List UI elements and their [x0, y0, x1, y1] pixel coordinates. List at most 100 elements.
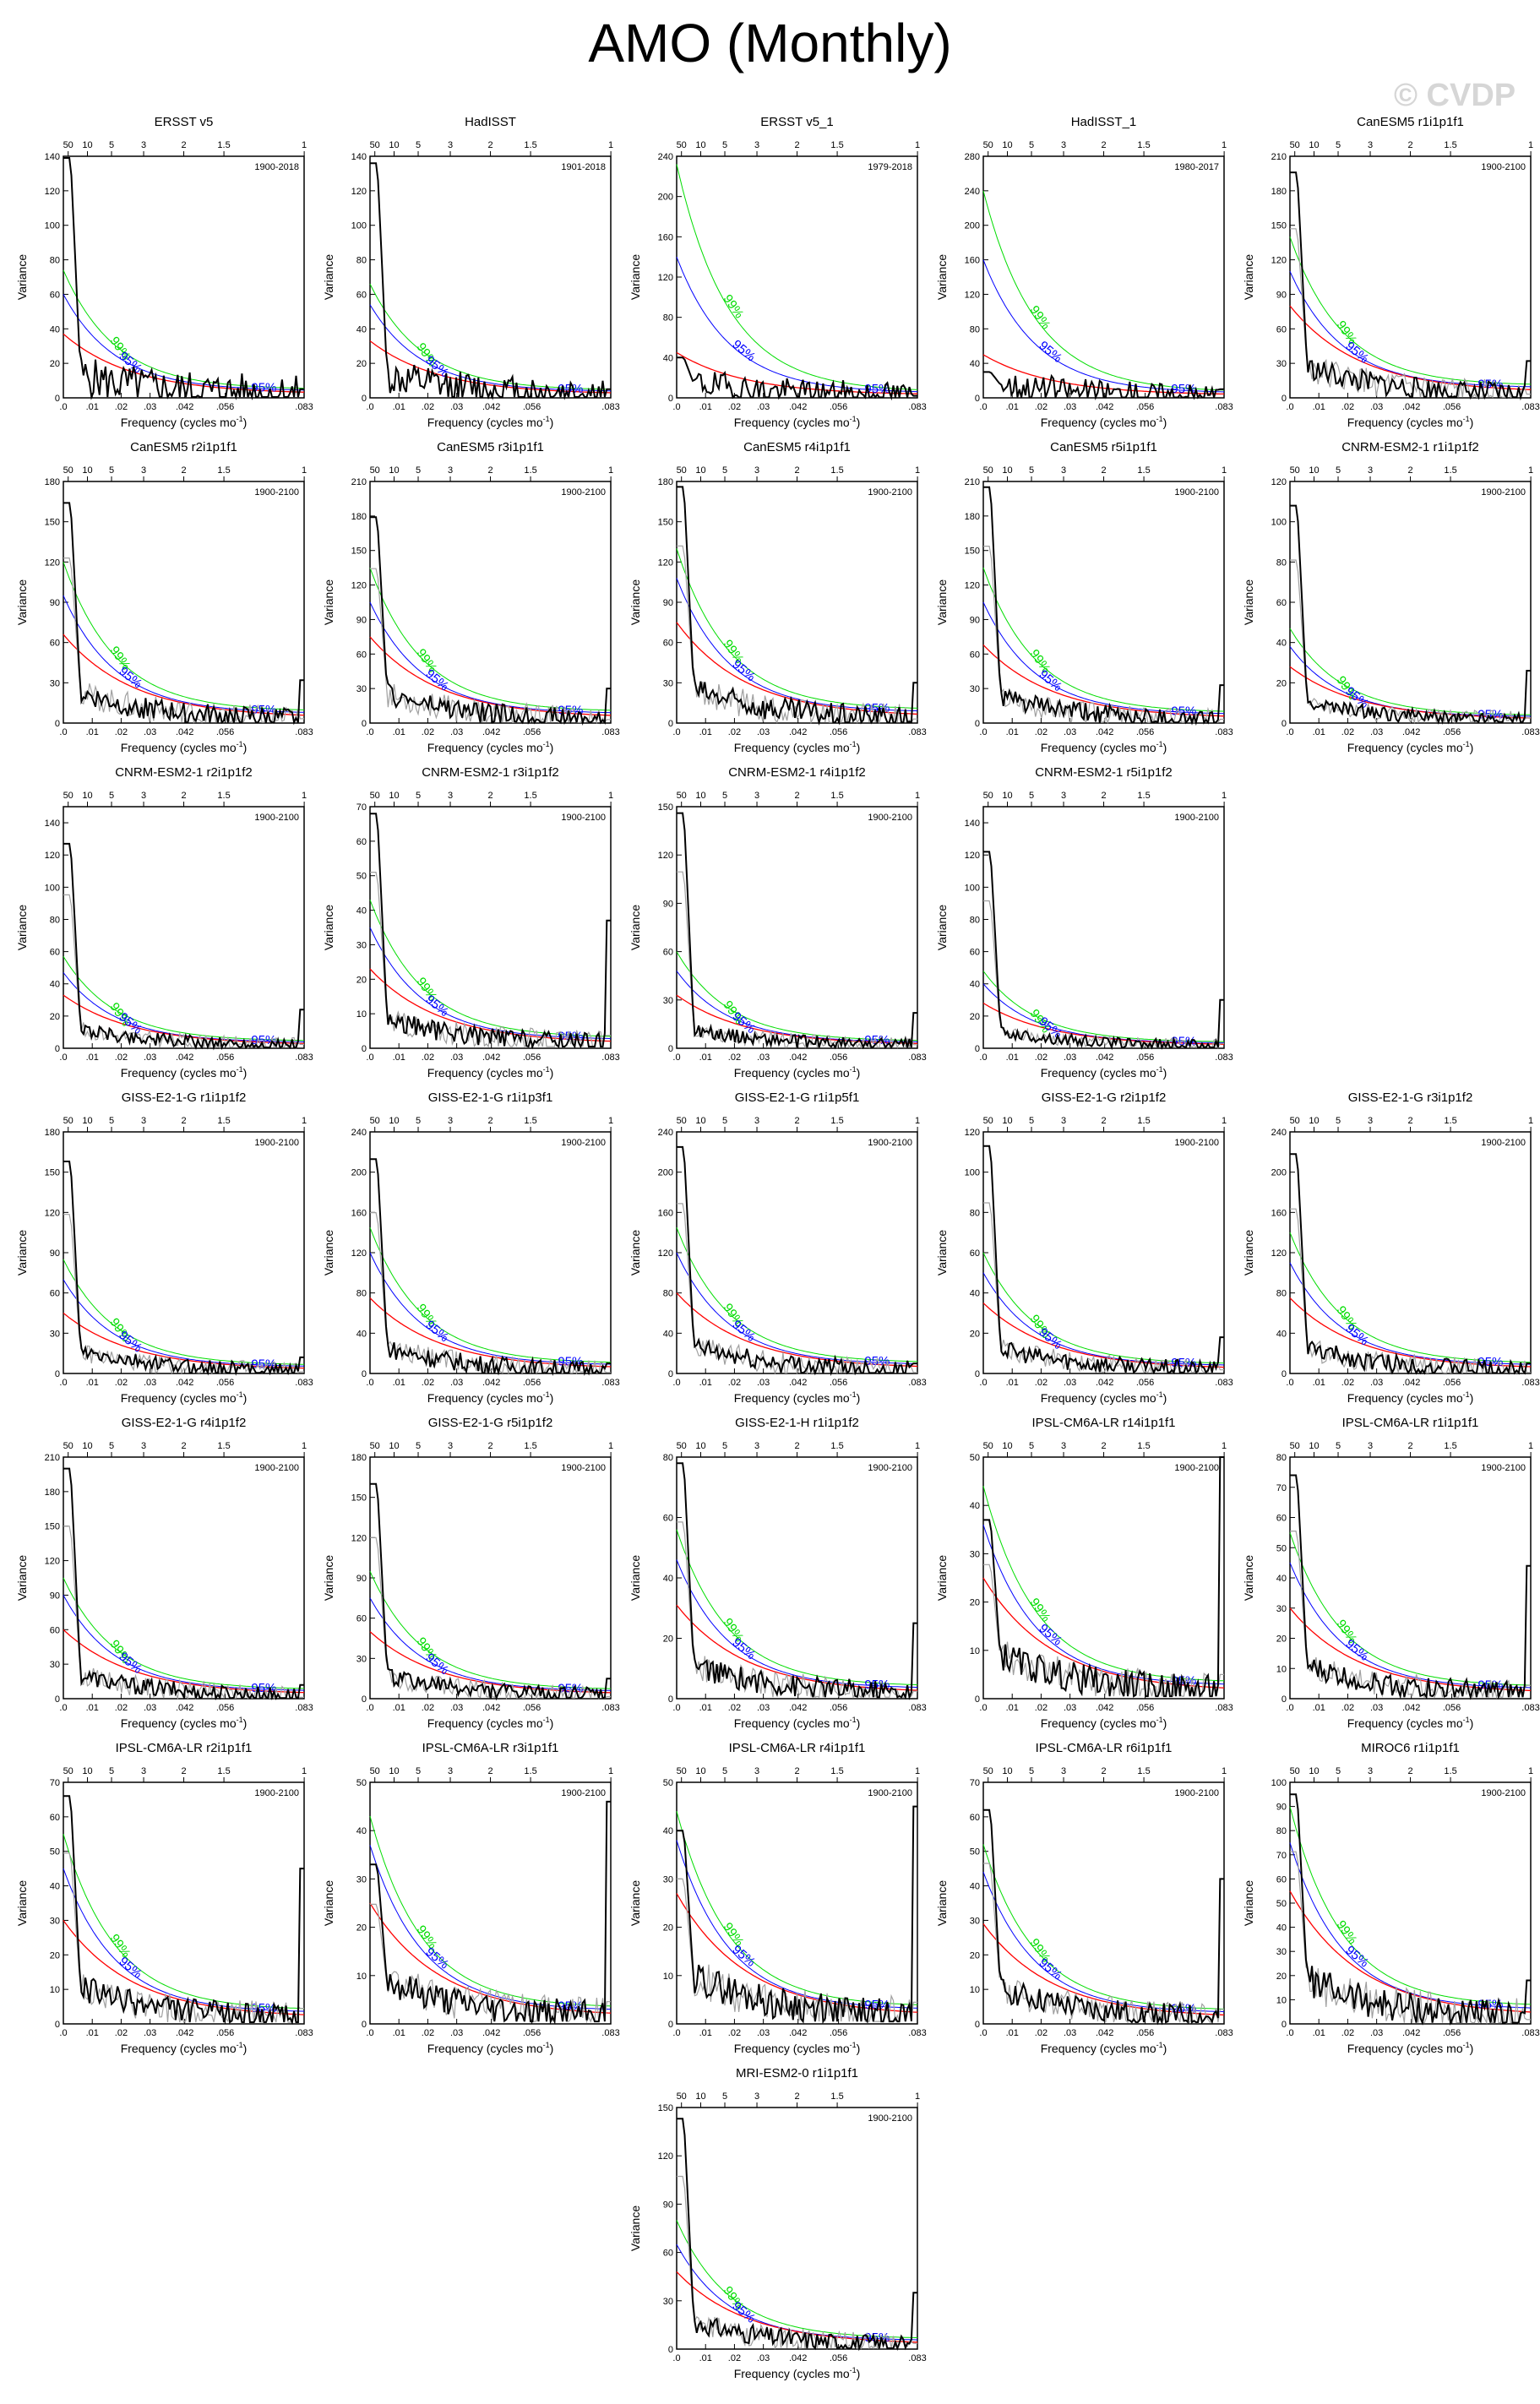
- x-tick-label: .083: [1521, 1378, 1539, 1388]
- x-tick-label: .03: [1064, 1052, 1076, 1063]
- observed-spectrum-line: [63, 557, 304, 724]
- y-tick-label: 60: [356, 290, 367, 300]
- x-tick-label: .056: [523, 727, 541, 737]
- x-tick-label: .03: [757, 402, 770, 412]
- spectrum-line: [370, 1800, 611, 2025]
- period-tick-label: 2: [794, 1441, 799, 1451]
- x-tick-label: .03: [757, 2353, 770, 2363]
- y-tick-label: 0: [1282, 719, 1287, 729]
- period-tick-label: 10: [389, 1116, 399, 1126]
- period-tick-label: 1: [915, 140, 920, 150]
- y-tick-label: 0: [362, 2020, 367, 2030]
- y-axis-label: Variance: [322, 1555, 335, 1601]
- y-tick-label: 20: [50, 1950, 60, 1961]
- spectrum-panel: ERSST v5 50 10 5 3 2 1.5 1 1900-2018 0 20 40 60 80 100…: [15, 115, 313, 429]
- x-tick-label: .01: [393, 727, 405, 737]
- x-axis-label: Frequency (cycles mo-1): [1347, 1716, 1474, 1730]
- x-axis-label: Frequency (cycles mo-1): [427, 1390, 554, 1405]
- y-tick-label: 30: [1276, 1947, 1287, 1957]
- ci99-line: [63, 1834, 305, 2010]
- x-tick-label: .056: [216, 2028, 234, 2038]
- period-tick-label: 5: [109, 1766, 114, 1776]
- period-tick-label: 1: [302, 140, 307, 150]
- period-tick-label: 2: [487, 140, 492, 150]
- x-tick-label: .02: [728, 1052, 741, 1063]
- period-tick-label: 50: [1290, 1441, 1300, 1451]
- x-tick-label: .02: [422, 1052, 434, 1063]
- x-tick-label: .042: [1096, 1703, 1113, 1713]
- period-tick-label: 5: [1029, 140, 1034, 150]
- y-tick-label: 200: [658, 193, 673, 203]
- y-tick-label: 60: [356, 1614, 367, 1624]
- y-tick-label: 60: [970, 650, 980, 660]
- period-tick-label: 1.5: [1444, 465, 1456, 476]
- spectrum-line: [1290, 504, 1531, 726]
- y-tick-label: 60: [356, 650, 367, 660]
- x-tick-label: .0: [672, 727, 680, 737]
- y-tick-label: 40: [356, 324, 367, 334]
- x-tick-label: .056: [216, 727, 234, 737]
- x-tick-label: .01: [1006, 402, 1019, 412]
- observed-spectrum-line: [677, 871, 917, 1050]
- ci99-line: [369, 1570, 611, 1689]
- x-tick-label: .056: [1443, 1378, 1461, 1388]
- y-tick-label: 10: [50, 1985, 60, 1995]
- x-axis-label: Frequency (cycles mo-1): [1041, 1390, 1167, 1405]
- period-tick-label: 50: [677, 791, 687, 801]
- plot-frame: [1289, 1456, 1532, 1700]
- ci95-line: [63, 294, 304, 391]
- y-tick-label: 150: [965, 547, 980, 557]
- period-tick-label: 1.5: [1137, 140, 1150, 150]
- y-tick-label: 80: [356, 256, 367, 266]
- x-tick-label: .056: [1136, 1378, 1154, 1388]
- plot-frame: [369, 1131, 612, 1374]
- observed-spectrum-line: [677, 545, 917, 725]
- red-noise-line: [676, 351, 917, 394]
- y-tick-label: 120: [45, 557, 60, 568]
- x-tick-label: .042: [482, 1378, 500, 1388]
- spectrum-panel: CNRM-ESM2-1 r2i1p1f2 50 10 5 3 2 1.5 1 1900-2100…: [15, 765, 313, 1080]
- y-tick-label: 150: [45, 1522, 60, 1532]
- y-tick-label: 0: [668, 394, 673, 404]
- x-tick-label: .03: [1370, 2028, 1383, 2038]
- x-axis-label: Frequency (cycles mo-1): [427, 415, 554, 429]
- spectrum-line: [983, 1145, 1224, 1375]
- period-tick-label: 2: [181, 465, 186, 476]
- period-tick-label: 2: [1407, 1116, 1412, 1126]
- ci95-line: [982, 1872, 1225, 2013]
- y-tick-label: 50: [970, 1847, 980, 1857]
- period-tick-label: 5: [1336, 140, 1341, 150]
- y-tick-label: 0: [668, 719, 673, 729]
- y-axis-label: Variance: [1242, 1880, 1255, 1926]
- panel-title: GISS-E2-1-H r1i1p1f2: [735, 1416, 859, 1430]
- y-tick-label: 20: [970, 1950, 980, 1961]
- observed-spectrum-line: [1290, 559, 1531, 725]
- x-tick-label: .03: [757, 2028, 770, 2038]
- x-tick-label: .0: [366, 1703, 373, 1713]
- period-tick-label: 1.5: [524, 1116, 536, 1126]
- panel-title: MIROC6 r1i1p1f1: [1361, 1741, 1460, 1755]
- panel-title: MRI-ESM2-0 r1i1p1f1: [736, 2066, 858, 2080]
- y-tick-label: 20: [356, 975, 367, 985]
- period-tick-label: 10: [695, 1766, 705, 1776]
- x-tick-label: .083: [295, 1378, 313, 1388]
- red-noise-line: [369, 1631, 612, 1694]
- period-tick-label: 2: [487, 791, 492, 801]
- observed-spectrum-line: [983, 900, 1224, 1049]
- x-tick-label: .083: [1521, 1703, 1539, 1713]
- x-axis-label: Frequency (cycles mo-1): [121, 1065, 248, 1080]
- y-tick-label: 150: [351, 547, 367, 557]
- spectrum-panel: GISS-E2-1-G r3i1p1f2 50 10 5 3 2 1.5 1 1900-2100…: [1242, 1091, 1540, 1405]
- period-tick-label: 2: [1101, 140, 1106, 150]
- period-tick-label: 50: [983, 1766, 993, 1776]
- period-tick-label: 3: [754, 465, 759, 476]
- y-tick-label: 210: [351, 477, 367, 487]
- panel-title: IPSL-CM6A-LR r6i1p1f1: [1036, 1741, 1173, 1755]
- period-tick-label: 10: [82, 791, 92, 801]
- x-tick-label: .02: [1341, 402, 1354, 412]
- y-tick-label: 20: [970, 1012, 980, 1022]
- period-tick-label: 3: [754, 791, 759, 801]
- x-tick-label: .042: [176, 1052, 193, 1063]
- x-tick-label: .056: [1443, 402, 1461, 412]
- y-tick-label: 0: [55, 1694, 60, 1705]
